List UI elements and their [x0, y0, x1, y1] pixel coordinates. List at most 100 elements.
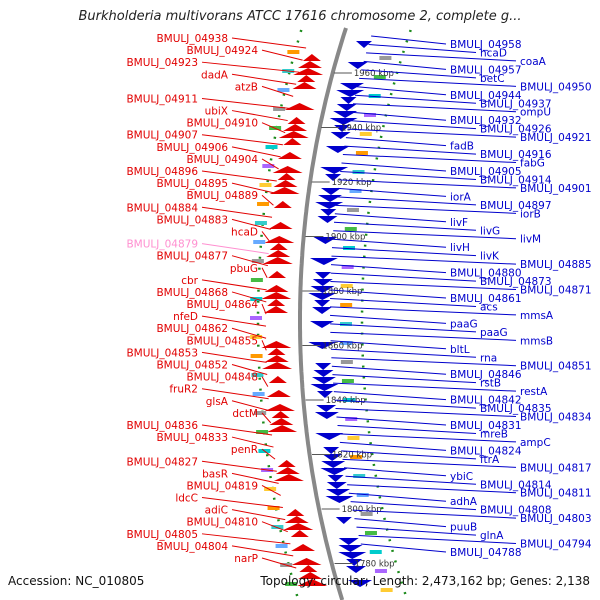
- gene-label[interactable]: BMULJ_04873: [480, 276, 552, 288]
- gene-label[interactable]: BMULJ_04814: [480, 479, 552, 491]
- gene-label[interactable]: ldcC: [175, 493, 198, 505]
- gene-label[interactable]: paaG: [480, 327, 508, 339]
- gene-label[interactable]: fabG: [520, 158, 545, 170]
- gene-label[interactable]: BMULJ_04835: [480, 403, 552, 415]
- gene-label[interactable]: BMULJ_04877: [156, 251, 228, 263]
- gene-label[interactable]: BMULJ_04794: [520, 539, 592, 551]
- gene-label[interactable]: BMULJ_04938: [156, 33, 228, 45]
- gene-label[interactable]: fadB: [450, 141, 474, 153]
- gene-label[interactable]: BMULJ_04905: [450, 166, 522, 178]
- gene-label[interactable]: hcaD: [480, 47, 507, 59]
- gene-label[interactable]: bltL: [450, 344, 470, 356]
- gene-label[interactable]: BMULJ_04827: [126, 456, 198, 468]
- gene-label[interactable]: ompU: [520, 107, 551, 119]
- gene-label[interactable]: glsA: [206, 396, 229, 408]
- gene-label[interactable]: BMULJ_04895: [156, 178, 228, 190]
- gene-label[interactable]: BMULJ_04944: [450, 90, 522, 102]
- gene-label[interactable]: basR: [202, 468, 228, 480]
- gene-label[interactable]: BMULJ_04805: [126, 529, 198, 541]
- gene-label[interactable]: BMULJ_04846: [450, 369, 522, 381]
- gene-label[interactable]: BMULJ_04883: [156, 214, 228, 226]
- gene-label[interactable]: mmsA: [520, 310, 554, 322]
- gene-label[interactable]: BMULJ_04916: [480, 149, 552, 161]
- gene-label[interactable]: atzB: [235, 81, 258, 93]
- gene-label[interactable]: iorB: [520, 208, 541, 220]
- gene-label[interactable]: BMULJ_04853: [126, 347, 198, 359]
- gene-label[interactable]: rna: [480, 352, 497, 364]
- gene-label[interactable]: BMULJ_04932: [450, 115, 522, 127]
- gene-label[interactable]: livG: [480, 225, 500, 237]
- gene-label[interactable]: BMULJ_04868: [156, 287, 228, 299]
- gene-label[interactable]: BMULJ_04836: [126, 420, 198, 432]
- gene-label[interactable]: BMULJ_04833: [156, 432, 228, 444]
- gene-label[interactable]: pbuG: [230, 263, 258, 275]
- gene-label[interactable]: BMULJ_04824: [450, 445, 522, 457]
- gene-label[interactable]: penR: [231, 444, 258, 456]
- gene-label[interactable]: BMULJ_04834: [520, 412, 592, 424]
- gene-label[interactable]: BMULJ_04811: [520, 488, 592, 500]
- gene-label[interactable]: BMULJ_04871: [520, 285, 592, 297]
- gene-label[interactable]: BMULJ_04937: [480, 98, 552, 110]
- gene-label[interactable]: BMULJ_04855: [186, 335, 258, 347]
- gene-label[interactable]: BMULJ_04921: [520, 132, 592, 144]
- gene-label[interactable]: ampC: [520, 437, 551, 449]
- gene-label[interactable]: cbr: [181, 275, 198, 287]
- gene-label[interactable]: BMULJ_04958: [450, 39, 522, 51]
- gene-label[interactable]: BMULJ_04810: [186, 517, 258, 529]
- gene-label[interactable]: BMULJ_04896: [126, 166, 198, 178]
- gene-label[interactable]: BMULJ_04804: [156, 541, 228, 553]
- gene-label[interactable]: BMULJ_04851: [520, 361, 592, 373]
- gene-label[interactable]: ybiC: [450, 471, 473, 483]
- gene-label[interactable]: BMULJ_04879: [126, 239, 198, 251]
- gene-label[interactable]: BMULJ_04808: [480, 505, 552, 517]
- gene-label[interactable]: mmsB: [520, 335, 553, 347]
- gene-label[interactable]: BMULJ_04907: [126, 130, 198, 142]
- gene-label[interactable]: ftrA: [480, 454, 500, 466]
- gene-label[interactable]: BMULJ_04914: [480, 174, 552, 186]
- gene-label[interactable]: BMULJ_04884: [126, 202, 198, 214]
- gene-label[interactable]: adiC: [205, 505, 228, 517]
- gene-label[interactable]: acs: [480, 301, 498, 313]
- gene-label[interactable]: BMULJ_04848: [186, 372, 258, 384]
- gene-label[interactable]: BMULJ_04817: [520, 462, 592, 474]
- gene-label[interactable]: BMULJ_04906: [156, 142, 228, 154]
- gene-label[interactable]: mreB: [480, 428, 508, 440]
- gene-label[interactable]: BMULJ_04842: [450, 395, 522, 407]
- gene-label[interactable]: betC: [480, 73, 505, 85]
- gene-label[interactable]: BMULJ_04923: [126, 57, 198, 69]
- gene-label[interactable]: livM: [520, 234, 541, 246]
- gene-label[interactable]: paaG: [450, 318, 478, 330]
- gene-label[interactable]: glnA: [480, 530, 504, 542]
- gene-label[interactable]: BMULJ_04788: [450, 547, 522, 559]
- gene-label[interactable]: BMULJ_04862: [156, 323, 228, 335]
- gene-label[interactable]: BMULJ_04819: [186, 480, 258, 492]
- gene-label[interactable]: puuB: [450, 522, 477, 534]
- gene-label[interactable]: rstB: [480, 378, 501, 390]
- gene-label[interactable]: narP: [234, 553, 258, 565]
- gene-label[interactable]: nfeD: [173, 311, 198, 323]
- gene-label[interactable]: BMULJ_04926: [480, 124, 552, 136]
- gene-label[interactable]: BMULJ_04861: [450, 293, 522, 305]
- gene-label[interactable]: BMULJ_04831: [450, 420, 522, 432]
- gene-label[interactable]: livK: [480, 251, 500, 263]
- gene-label[interactable]: BMULJ_04950: [520, 81, 592, 93]
- gene-label[interactable]: iorA: [450, 191, 472, 203]
- gene-label[interactable]: BMULJ_04864: [186, 299, 258, 311]
- gene-label[interactable]: BMULJ_04880: [450, 268, 522, 280]
- gene-label[interactable]: dadA: [201, 69, 229, 81]
- gene-label[interactable]: BMULJ_04889: [186, 190, 258, 202]
- gene-label[interactable]: ubiX: [205, 106, 228, 118]
- gene-label[interactable]: livF: [450, 217, 468, 229]
- gene-label[interactable]: BMULJ_04885: [520, 259, 592, 271]
- gene-label[interactable]: BMULJ_04957: [450, 64, 522, 76]
- gene-label[interactable]: hcaD: [231, 226, 258, 238]
- gene-label[interactable]: BMULJ_04852: [156, 360, 228, 372]
- gene-label[interactable]: dctM: [232, 408, 258, 420]
- gene-label[interactable]: fruR2: [169, 384, 198, 396]
- gene-label[interactable]: BMULJ_04901: [520, 183, 592, 195]
- gene-label[interactable]: restA: [520, 386, 548, 398]
- gene-label[interactable]: BMULJ_04897: [480, 200, 552, 212]
- gene-label[interactable]: BMULJ_04904: [186, 154, 258, 166]
- gene-label[interactable]: BMULJ_04803: [520, 513, 592, 525]
